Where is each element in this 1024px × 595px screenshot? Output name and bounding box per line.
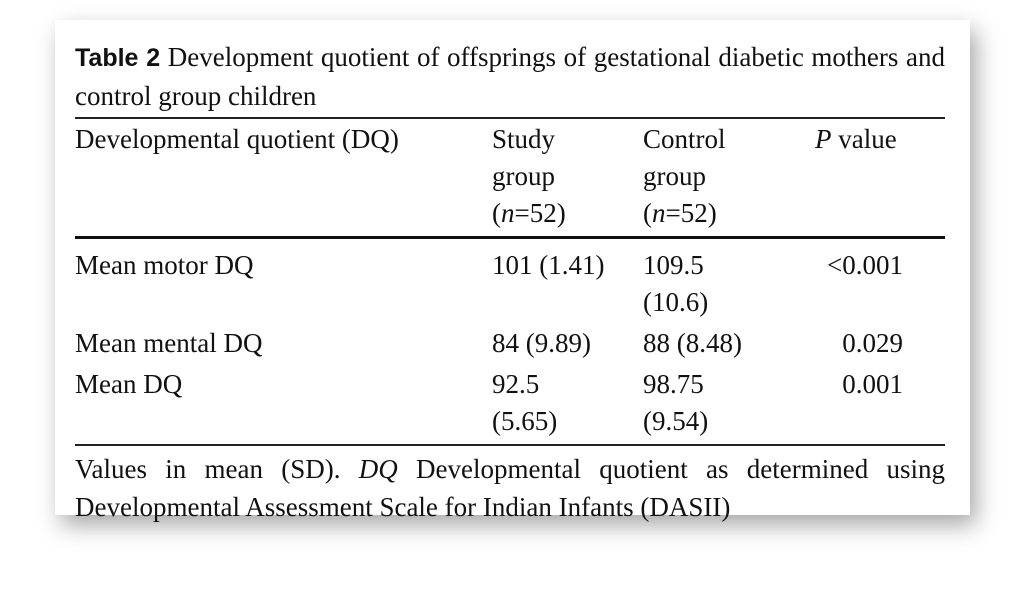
header-line: group (492, 158, 643, 195)
caption-label: Table 2 (75, 44, 161, 72)
header-cell: Control group (n=52) (643, 119, 815, 238)
cell-line: 101 (1.41) (492, 250, 605, 280)
cell-line: <0.001 (827, 250, 903, 280)
table-cell: <0.001 (815, 238, 945, 324)
text-segment: ( (643, 198, 652, 228)
text-segment: ( (492, 198, 501, 228)
header-line: (n=52) (643, 195, 815, 232)
cell-line: Mean mental DQ (75, 328, 263, 358)
text-segment: P (815, 124, 832, 154)
header-line: Control (643, 121, 815, 158)
cell-line: Mean motor DQ (75, 250, 254, 280)
text-segment: Values in mean (SD). (75, 454, 359, 484)
header-line: Developmental quotient (DQ) (75, 121, 492, 158)
cell-line: 0.001 (842, 369, 903, 399)
cell-line: (9.54) (643, 406, 709, 436)
text-segment: n (501, 198, 515, 228)
footnote: Values in mean (SD). DQ Developmental qu… (75, 446, 945, 526)
cell-line: 88 (8.48) (643, 328, 742, 358)
table-row: Mean motor DQ 101 (1.41) 109.5 (10.6) <0.001 (75, 238, 945, 324)
header-line: P value (815, 121, 945, 158)
table-cell: 84 (9.89) (492, 323, 643, 364)
text-segment: Control (643, 124, 726, 154)
header-line: Study (492, 121, 643, 158)
text-segment: =52) (665, 198, 717, 228)
cell-line: (5.65) (492, 406, 558, 436)
text-segment: DQ (358, 454, 398, 484)
text-segment: Developmental quotient (DQ) (75, 124, 399, 154)
table-card: Table 2 Development quotient of offsprin… (55, 20, 970, 522)
table-cell: 88 (8.48) (643, 323, 815, 364)
table-cell: 0.001 (815, 364, 945, 445)
table: Developmental quotient (DQ) Study group (n=… (75, 119, 945, 446)
cell-line: Mean DQ (75, 369, 183, 399)
table-cell: Mean motor DQ (75, 238, 492, 324)
header-line: (n=52) (492, 195, 643, 232)
text-segment: group (643, 161, 706, 191)
text-segment: Developmental quotient as determined usi… (75, 454, 945, 522)
cell-line: 98.75 (643, 369, 704, 399)
text-segment: Study (492, 124, 556, 154)
caption-text: Development quotient of offsprings of ge… (75, 42, 945, 111)
table-cell: 92.5 (5.65) (492, 364, 643, 445)
cell-line: 0.029 (842, 328, 903, 358)
text-segment: value (831, 124, 897, 154)
text-segment: =52) (514, 198, 566, 228)
table-row: Mean DQ 92.5 (5.65) 98.75 (9.54) 0.001 (75, 364, 945, 445)
cell-line: 92.5 (492, 369, 540, 399)
cell-line: (10.6) (643, 287, 709, 317)
table-row: Mean mental DQ 84 (9.89) 88 (8.48) 0.029 (75, 323, 945, 364)
cell-line: 84 (9.89) (492, 328, 591, 358)
table-cell: Mean DQ (75, 364, 492, 445)
header-cell: Study group (n=52) (492, 119, 643, 238)
table-cell: 98.75 (9.54) (643, 364, 815, 445)
text-segment: n (652, 198, 666, 228)
caption: Table 2 Development quotient of offsprin… (75, 38, 945, 119)
header-line: group (643, 158, 815, 195)
table-body: Mean motor DQ 101 (1.41) 109.5 (10.6) <0.001… (75, 238, 945, 445)
table-cell: Mean mental DQ (75, 323, 492, 364)
header-row: Developmental quotient (DQ) Study group (n=… (75, 119, 945, 238)
header-cell: P value (815, 119, 945, 238)
cell-line: 109.5 (643, 250, 704, 280)
table-cell: 0.029 (815, 323, 945, 364)
header-cell: Developmental quotient (DQ) (75, 119, 492, 238)
text-segment: group (492, 161, 555, 191)
table-cell: 109.5 (10.6) (643, 238, 815, 324)
table-cell: 101 (1.41) (492, 238, 643, 324)
